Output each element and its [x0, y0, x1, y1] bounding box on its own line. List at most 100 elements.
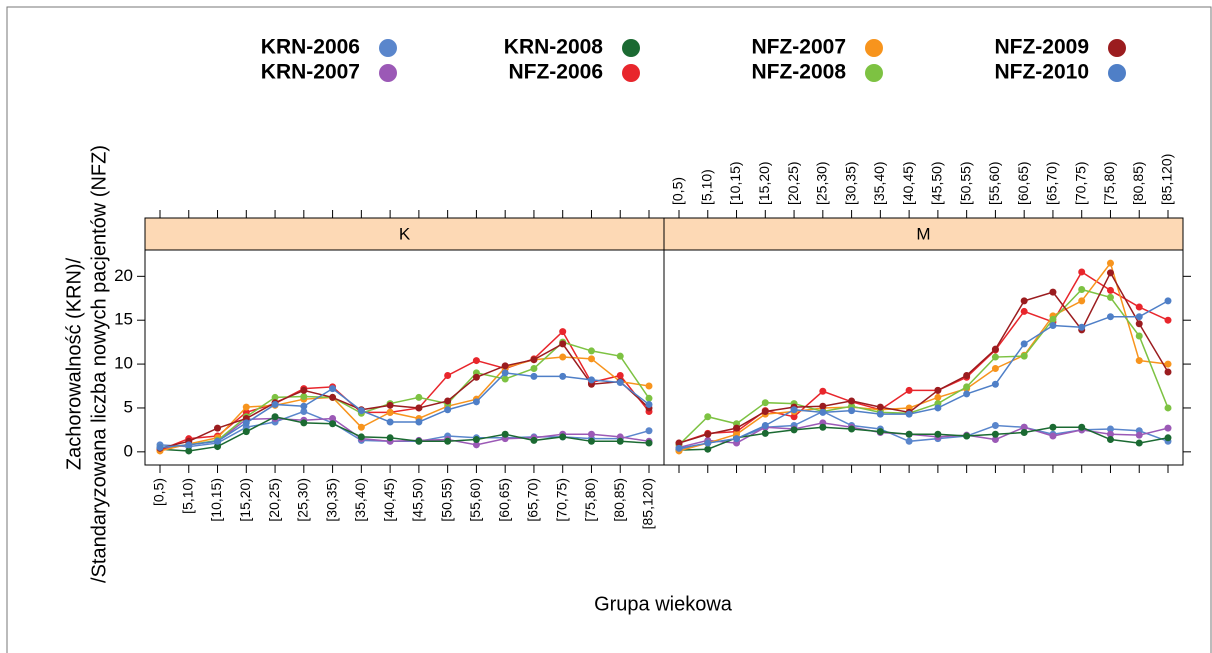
data-point: [1020, 340, 1028, 348]
x-tick-label: [5,10): [179, 478, 195, 514]
data-point: [963, 371, 971, 379]
data-point: [675, 444, 683, 452]
x-tick-label: [20,25): [785, 161, 801, 205]
data-point: [1106, 259, 1114, 267]
data-point: [675, 439, 683, 447]
data-point: [530, 364, 538, 372]
data-point: [357, 433, 365, 441]
x-tick-label: [80,85): [1130, 161, 1146, 205]
y-axis-label: Zachorowalność (KRN)/: [63, 257, 85, 470]
legend-label: KRN-2008: [504, 36, 604, 59]
data-point: [1106, 293, 1114, 301]
data-point: [790, 426, 798, 434]
data-point: [761, 429, 769, 437]
y-tick-label: 0: [124, 441, 133, 460]
data-point: [645, 427, 653, 435]
data-point: [1164, 404, 1172, 412]
x-tick-label: [60,65): [496, 478, 512, 522]
data-point: [1020, 352, 1028, 360]
legend-label: NFZ-2007: [751, 36, 846, 59]
data-point: [876, 403, 884, 411]
data-point: [1135, 357, 1143, 365]
data-point: [1049, 423, 1057, 431]
y-axis-label: /Standaryzowana liczba nowych pacjentów …: [88, 145, 110, 583]
data-point: [790, 413, 798, 421]
legend-marker: [379, 39, 397, 57]
x-tick-label: [70,75): [553, 478, 569, 522]
x-tick-label: [40,45): [381, 478, 397, 522]
data-point: [242, 403, 250, 411]
data-point: [991, 380, 999, 388]
data-point: [1135, 320, 1143, 328]
data-point: [704, 413, 712, 421]
data-point: [934, 386, 942, 394]
data-point: [271, 393, 279, 401]
legend-label: NFZ-2006: [508, 61, 603, 84]
data-point: [848, 397, 856, 405]
data-point: [415, 404, 423, 412]
series-line: [678, 261, 1169, 452]
data-point: [214, 437, 222, 445]
legend-label: NFZ-2009: [994, 36, 1089, 59]
data-point: [1020, 429, 1028, 437]
data-point: [1078, 285, 1086, 293]
data-point: [386, 418, 394, 426]
x-tick-label: [85,120): [1159, 154, 1175, 205]
legend-label: KRN-2007: [261, 61, 360, 84]
data-point: [271, 400, 279, 408]
series-line: [678, 271, 1169, 444]
data-point: [876, 428, 884, 436]
data-point: [1135, 431, 1143, 439]
x-tick-label: [30,35): [323, 478, 339, 522]
x-tick-label: [65,70): [525, 478, 541, 522]
data-point: [876, 410, 884, 418]
data-point: [819, 402, 827, 410]
legend-marker: [379, 64, 397, 82]
data-point: [300, 407, 308, 415]
data-point: [1135, 332, 1143, 340]
series-line: [678, 300, 1169, 450]
data-point: [300, 419, 308, 427]
legend-marker: [622, 64, 640, 82]
data-point: [704, 439, 712, 447]
data-point: [761, 399, 769, 407]
data-point: [963, 383, 971, 391]
data-point: [559, 328, 567, 336]
data-point: [329, 414, 337, 422]
legend-marker: [1108, 39, 1126, 57]
frame: [6, 6, 1212, 653]
data-point: [1049, 321, 1057, 329]
data-point: [1049, 315, 1057, 323]
data-point: [790, 406, 798, 414]
data-point: [848, 407, 856, 415]
data-point: [444, 437, 452, 445]
x-tick-label: [25,30): [814, 161, 830, 205]
data-point: [444, 371, 452, 379]
data-point: [848, 425, 856, 433]
data-point: [1078, 297, 1086, 305]
legend-marker: [1108, 64, 1126, 82]
data-point: [1020, 297, 1028, 305]
x-tick-label: [75,80): [582, 478, 598, 522]
data-point: [444, 406, 452, 414]
data-point: [357, 407, 365, 415]
y-tick-label: 5: [124, 397, 133, 416]
series-line: [159, 330, 650, 451]
data-point: [300, 393, 308, 401]
series-line: [159, 342, 650, 450]
data-point: [329, 420, 337, 428]
data-point: [819, 408, 827, 416]
data-point: [1135, 313, 1143, 321]
data-point: [1164, 360, 1172, 368]
data-point: [761, 422, 769, 430]
panel: [663, 249, 1184, 466]
x-tick-label: [10,15): [208, 478, 224, 522]
x-tick-label: [0,5): [151, 478, 167, 506]
series-line: [678, 422, 1169, 449]
x-tick-label: [40,45): [900, 161, 916, 205]
data-point: [501, 362, 509, 370]
y-tick-label: 15: [114, 310, 133, 329]
x-tick-label: [35,40): [871, 161, 887, 205]
